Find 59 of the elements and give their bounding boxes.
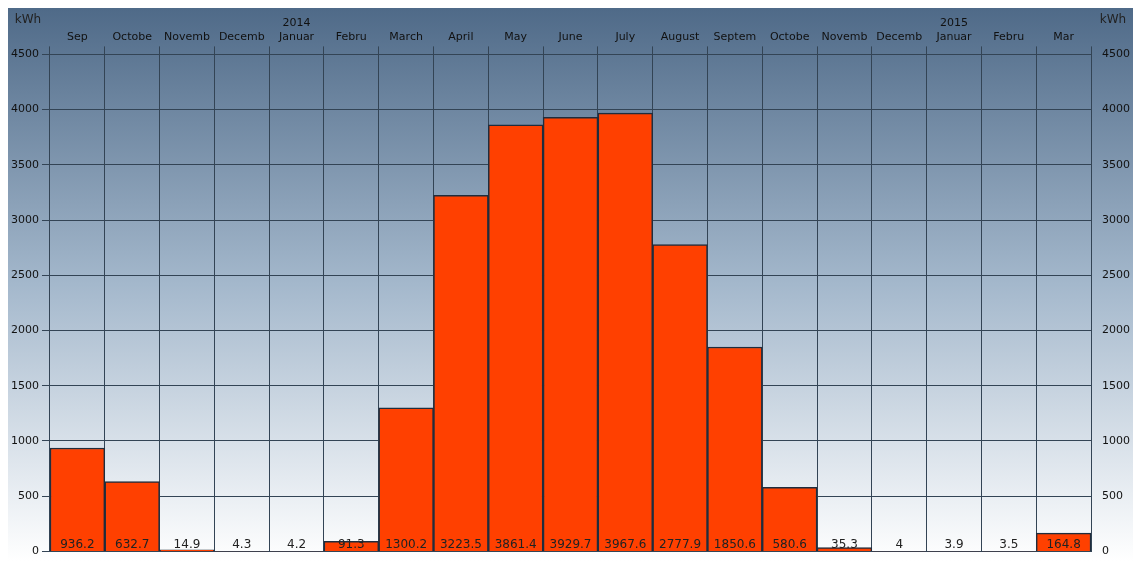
data-label: 14.9 <box>173 536 201 551</box>
x-tick-label: 2014 Januar <box>277 16 315 43</box>
y2-tick-label: 2500 <box>1102 268 1131 282</box>
y2-tick-label: 4500 <box>1102 47 1131 61</box>
x-tick-label: Novemb <box>164 29 210 43</box>
data-label: 4.2 <box>287 536 307 551</box>
data-label: 4.3 <box>232 536 252 551</box>
y-tick-label: 3000 <box>10 212 39 226</box>
data-label: 164.8 <box>1046 536 1081 551</box>
y2-axis-title: kWh <box>1099 12 1127 27</box>
x-tick-label: Decemb <box>218 29 265 43</box>
x-tick-label: Septem <box>713 29 757 43</box>
y-tick-label: 3500 <box>10 157 39 171</box>
y2-tick-label: 0 <box>1102 544 1110 558</box>
data-label: 580.6 <box>772 536 807 551</box>
x-tick-label: 2015 Januar <box>935 16 973 43</box>
y-tick-label: 2500 <box>10 268 39 282</box>
data-label: 632.7 <box>115 536 150 551</box>
x-tick-label: July <box>614 29 636 43</box>
data-label: 1300.2 <box>385 536 428 551</box>
x-tick-label: Novemb <box>821 29 868 43</box>
y-tick-label: 4000 <box>10 102 39 116</box>
x-tick-label: Febru <box>993 29 1025 43</box>
data-label: 3.5 <box>999 536 1019 551</box>
y2-tick-label: 4000 <box>1102 102 1131 116</box>
y2-tick-label: 3500 <box>1102 157 1131 171</box>
y2-tick-label: 1000 <box>1102 433 1131 447</box>
y2-tick-label: 1500 <box>1102 378 1131 392</box>
data-label: 35.3 <box>831 536 858 551</box>
y-axis-title: kWh <box>14 12 42 27</box>
y-tick-label: 4500 <box>10 47 39 61</box>
x-tick-label: Febru <box>335 29 367 43</box>
data-label: 3861.4 <box>494 536 537 551</box>
y-tick-label: 1000 <box>10 433 39 447</box>
data-label: 4 <box>895 536 904 551</box>
x-tick-label: June <box>557 29 583 43</box>
y2-tick-label: 3000 <box>1102 212 1131 226</box>
y-tick-label: 1500 <box>10 378 39 392</box>
x-tick-label: Decemb <box>876 29 923 43</box>
y-tick-label: 2000 <box>10 323 39 337</box>
x-tick-label: April <box>448 29 474 43</box>
y-tick-label: 0 <box>31 544 39 558</box>
data-label: 3967.6 <box>604 536 647 551</box>
x-tick-label: Sep <box>67 29 88 43</box>
y2-tick-label: 500 <box>1102 489 1124 503</box>
data-label: 3223.5 <box>439 536 482 551</box>
data-label: 936.2 <box>60 536 95 551</box>
x-tick-label: August <box>660 29 701 43</box>
x-tick-label: May <box>504 29 528 43</box>
x-tick-label: Octobe <box>769 29 810 43</box>
data-label: 2777.9 <box>659 536 702 551</box>
data-label: 1850.6 <box>713 536 756 551</box>
data-label: 3.9 <box>944 536 964 551</box>
y2-tick-label: 2000 <box>1102 323 1131 337</box>
x-tick-label: Octobe <box>112 29 153 43</box>
data-label: 3929.7 <box>549 536 592 551</box>
y-tick-label: 500 <box>17 489 39 503</box>
x-tick-label: March <box>389 29 423 43</box>
x-tick-label: Mar <box>1053 29 1075 43</box>
